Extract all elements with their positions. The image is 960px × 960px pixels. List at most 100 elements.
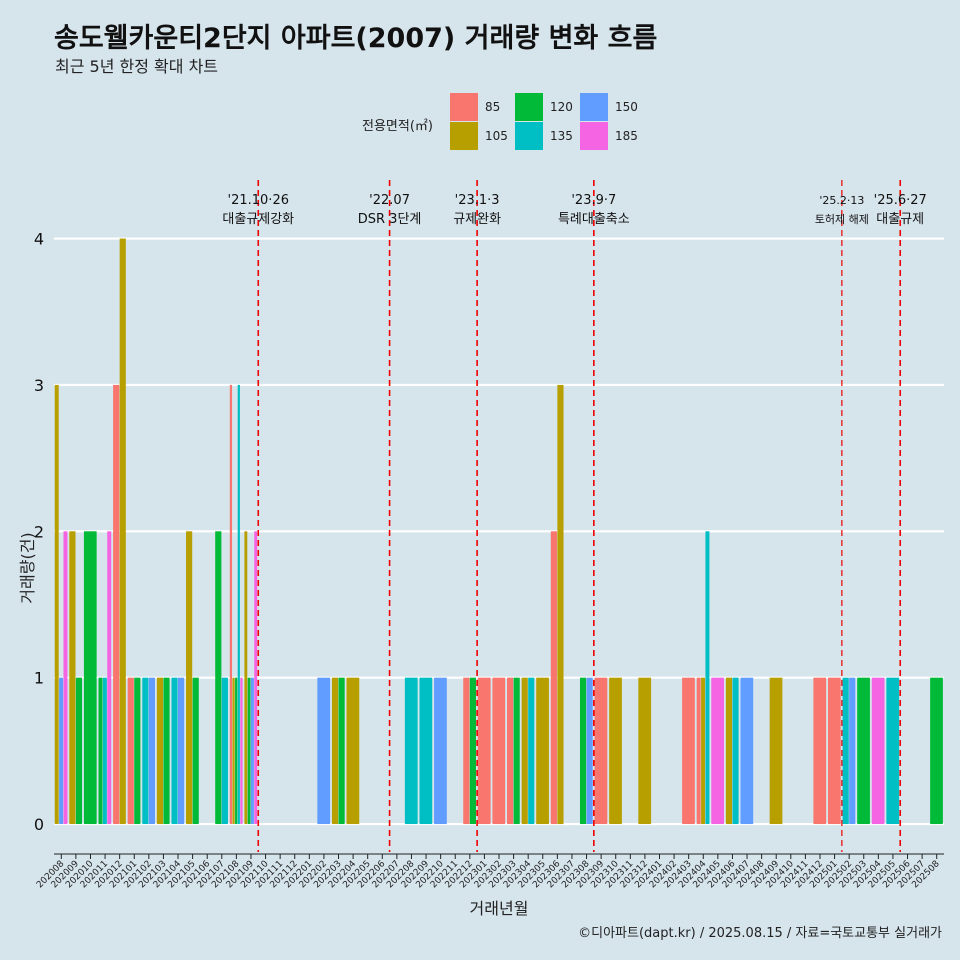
bar-120-202101 [134, 677, 141, 825]
bar-105-202310 [609, 677, 622, 825]
legend-key-185 [580, 122, 608, 150]
event-name-label: DSR 3단계 [358, 212, 422, 227]
event-name-label: 특례대출축소 [558, 212, 630, 227]
bar-105-202009 [69, 531, 76, 825]
y-axis-title: 거래량(건) [18, 532, 37, 603]
bar-85-202301 [477, 677, 491, 825]
event-date-label: '25.6·27 [874, 193, 927, 208]
bar-85-202302 [492, 677, 506, 825]
bar-150-202102 [148, 677, 156, 825]
bar-120-202107 [215, 531, 222, 825]
bar-105-202409 [769, 677, 783, 825]
legend-label-120: 120 [550, 100, 573, 114]
y-tick-label: 0 [34, 815, 44, 834]
bar-185-202504 [871, 677, 885, 825]
bar-85-202108 [229, 384, 233, 825]
legend-label-105: 105 [485, 129, 508, 143]
bar-135-202208 [404, 677, 418, 825]
bar-120-202108 [235, 677, 238, 825]
legend-label-85: 85 [485, 100, 501, 114]
bar-150-202008 [59, 677, 64, 825]
legend-key-85 [450, 93, 478, 121]
bar-105-202012 [119, 238, 126, 825]
bar-135-202505 [886, 677, 900, 825]
bar-120-202105 [192, 677, 199, 825]
bar-105-202105 [186, 531, 193, 825]
legend-label-185: 185 [615, 129, 638, 143]
bar-120-202212 [469, 677, 476, 825]
bar-135-202108 [237, 384, 240, 825]
bar-120-202303 [513, 677, 520, 825]
bar-105-202103 [156, 677, 164, 825]
legend-title: 전용면적(㎡) [362, 119, 433, 134]
bar-85-202412 [813, 677, 827, 825]
bar-120-202009 [75, 677, 83, 825]
bar-135-202404 [705, 531, 710, 825]
bar-120-202010 [83, 531, 97, 825]
x-axis-title: 거래년월 [470, 899, 529, 918]
bar-120-202011 [98, 677, 103, 825]
bar-150-202308 [586, 677, 593, 825]
bar-185-202109 [254, 531, 258, 825]
bar-150-202210 [434, 677, 447, 825]
bar-120-202503 [857, 677, 870, 825]
bar-85-202309 [594, 677, 608, 825]
bar-85-202501 [828, 677, 841, 825]
bar-105-202304 [521, 677, 528, 825]
legend-key-135 [515, 122, 543, 150]
bar-105-202406 [725, 677, 733, 825]
bar-185-202108 [240, 677, 243, 825]
event-date-label: '22.07 [369, 193, 410, 208]
bar-105-202008 [54, 384, 59, 825]
event-date-label: '21.10·26 [228, 193, 289, 208]
bar-120-202103 [163, 677, 170, 825]
event-name-label: 규제완화 [453, 212, 501, 227]
legend: 전용면적(㎡) 85 105 120 135 150 185 [362, 93, 662, 151]
event-name-label: 대출규제강화 [222, 212, 294, 227]
bar-150-202109 [250, 677, 254, 825]
y-tick-label: 4 [34, 230, 44, 249]
bar-120-202508 [930, 677, 943, 825]
y-tick-label: 1 [34, 669, 44, 688]
bar-150-202202 [317, 677, 331, 825]
bar-85-202212 [463, 677, 470, 825]
bar-185-202405 [711, 677, 725, 825]
bar-85-202404 [696, 677, 701, 825]
bar-105-202203 [331, 677, 339, 825]
bar-105-202404 [701, 677, 706, 825]
bar-120-202109 [247, 677, 251, 825]
bar-135-202209 [419, 677, 433, 825]
legend-key-105 [450, 122, 478, 150]
event-name-label: 토허제 해제 [815, 212, 869, 226]
bar-135-202107 [221, 677, 228, 825]
source-caption: ©디아파트(dapt.kr) / 2025.08.15 / 자료=국토교통부 실… [578, 926, 942, 941]
legend-key-150 [580, 93, 608, 121]
bar-85-202303 [507, 677, 514, 825]
bar-85-202012 [113, 384, 120, 825]
legend-key-120 [515, 93, 543, 121]
bar-135-202406 [732, 677, 739, 825]
bar-105-202306 [557, 384, 564, 825]
bar-120-202203 [338, 677, 345, 825]
legend-label-150: 150 [615, 100, 638, 114]
bar-135-202011 [102, 677, 107, 825]
bar-105-202108 [232, 677, 235, 825]
bar-85-202101 [127, 677, 134, 825]
bar-135-202102 [142, 677, 149, 825]
bar-185-202011 [107, 531, 112, 825]
bar-150-202407 [740, 677, 754, 825]
bar-85-202403 [682, 677, 695, 825]
bar-85-202306 [550, 531, 557, 825]
event-name-label: 대출규제 [876, 212, 924, 227]
bar-105-202204 [346, 677, 360, 825]
bar-185-202008 [63, 531, 68, 825]
event-date-label: '25.2·13 [819, 194, 864, 207]
bar-105-202305 [536, 677, 549, 825]
bar-150-202104 [178, 677, 185, 825]
bar-120-202308 [579, 677, 587, 825]
bar-135-202104 [171, 677, 178, 825]
chart-subtitle: 최근 5년 한정 확대 차트 [55, 57, 219, 76]
legend-label-135: 135 [550, 129, 573, 143]
y-tick-label: 2 [34, 522, 44, 541]
